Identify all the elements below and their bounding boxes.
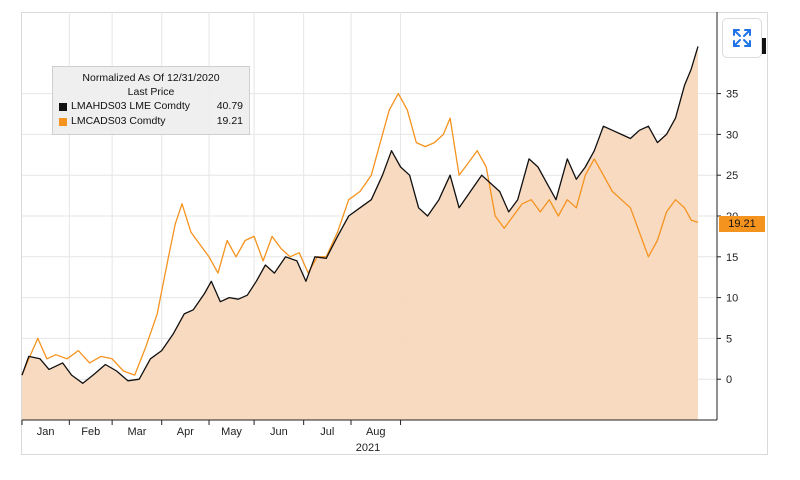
series-line-lmahds03 xyxy=(21,46,699,384)
legend-swatch-orange xyxy=(59,117,67,126)
y-tick-label: 35 xyxy=(726,89,738,101)
x-tick-label: Jun xyxy=(270,426,288,438)
y-tick-label: 15 xyxy=(726,252,738,264)
y-tick-label: 30 xyxy=(726,129,738,141)
y-tick-label: 0 xyxy=(726,374,732,386)
y-tick-label: 25 xyxy=(726,170,738,182)
x-tick-label: Mar xyxy=(127,426,146,438)
x-tick-label: Apr xyxy=(177,426,194,438)
last-value-label-orange: 19.21 xyxy=(719,216,765,232)
x-tick-label: Jul xyxy=(320,426,334,438)
series-line-lmcads03 xyxy=(21,92,699,376)
legend-subtitle: Last Price xyxy=(127,86,175,98)
expand-button[interactable] xyxy=(722,18,762,58)
x-axis-ticks: Jan Feb Mar Apr May Jun Jul Aug xyxy=(21,420,402,438)
expand-arrows-icon xyxy=(733,29,751,47)
legend-name: LMCADS03 Comdty xyxy=(71,115,166,127)
x-tick-label: Jan xyxy=(37,426,55,438)
legend-name: LMAHDS03 LME Comdty xyxy=(71,100,191,112)
chart-legend: Normalized As Of 12/31/2020 Last Price L… xyxy=(52,66,250,135)
legend-entry-aluminium: LMAHDS03 LME Comdty 40.79 xyxy=(59,99,243,114)
y-axis-ticks: 05101520253035 xyxy=(717,89,738,386)
x-tick-label: May xyxy=(221,426,242,438)
legend-value: 19.21 xyxy=(216,115,243,127)
x-tick-label: Feb xyxy=(81,426,100,438)
x-axis-title: 2021 xyxy=(356,442,380,454)
area-fill-layer xyxy=(22,46,698,421)
legend-swatch-black xyxy=(59,102,67,111)
y-tick-label: 5 xyxy=(726,333,732,345)
series-lines xyxy=(21,46,699,384)
x-tick-label: Aug xyxy=(366,426,386,438)
legend-entry-copper: LMCADS03 Comdty 19.21 xyxy=(59,114,243,129)
area-fill xyxy=(22,46,698,421)
y-tick-label: 10 xyxy=(726,293,738,305)
legend-title: Normalized As Of 12/31/2020 xyxy=(82,72,220,84)
legend-value: 40.79 xyxy=(216,100,243,112)
